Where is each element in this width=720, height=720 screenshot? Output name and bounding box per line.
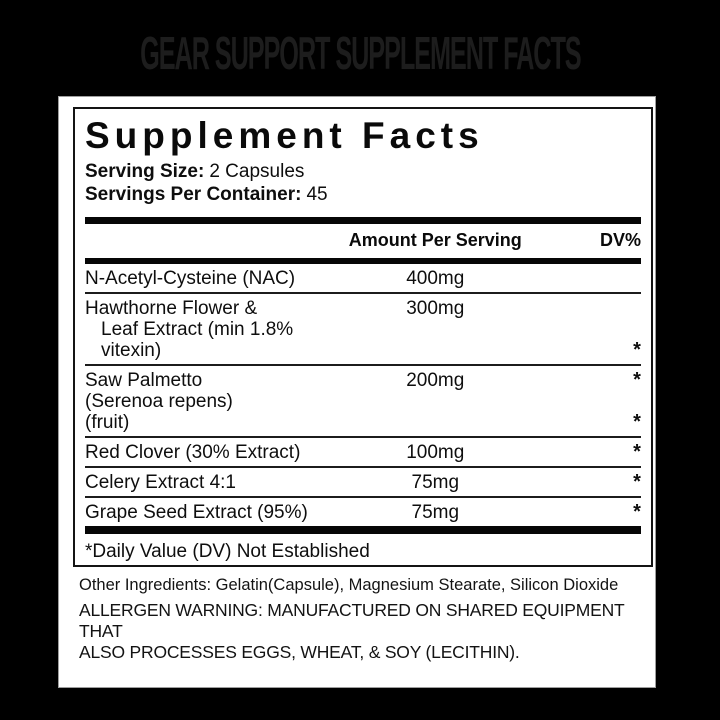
ingredient-table: N-Acetyl-Cysteine (NAC) 400mg Hawthorne Fl… xyxy=(85,264,641,526)
ingredient-row-line: Saw Palmetto 200mg * xyxy=(85,369,641,392)
ingredient-amount: 75mg xyxy=(411,502,460,523)
ingredient-row: Grape Seed Extract (95%) 75mg * xyxy=(85,498,641,526)
ingredient-row-line: Leaf Extract (min 1.8% xyxy=(85,319,641,340)
ingredient-name: Hawthorne Flower & xyxy=(85,298,258,319)
serving-size-line: Serving Size: 2 Capsules xyxy=(85,160,641,183)
ingredient-row-line: Grape Seed Extract (95%) 75mg * xyxy=(85,501,641,524)
allergen-warning-line1: ALLERGEN WARNING: MANUFACTURED ON SHARED… xyxy=(79,600,625,641)
ingredient-amount xyxy=(341,319,530,340)
ingredient-row-line: N-Acetyl-Cysteine (NAC) 400mg xyxy=(85,268,641,289)
serving-size-label: Serving Size: xyxy=(85,161,205,182)
ingredient-name: Leaf Extract (min 1.8% xyxy=(101,319,294,340)
ingredient-row-line: (fruit) * xyxy=(85,411,641,434)
ingredient-row: Hawthorne Flower & 300mg Leaf Extract (min… xyxy=(85,294,641,366)
dv-asterisk-cell: * xyxy=(633,441,641,463)
dv-asterisk-cell: * xyxy=(633,471,641,493)
product-title-banner: GEAR SUPPORT SUPPLEMENT FACTS xyxy=(0,27,720,79)
product-title: GEAR SUPPORT SUPPLEMENT FACTS xyxy=(139,27,582,79)
ingredient-row-line: Hawthorne Flower & 300mg xyxy=(85,298,641,319)
ingredient-amount: 100mg xyxy=(406,442,465,463)
ingredient-amount xyxy=(341,391,530,412)
table-header-row: Amount Per Serving DV% xyxy=(85,224,641,258)
ingredient-row: N-Acetyl-Cysteine (NAC) 400mg xyxy=(85,264,641,294)
dv-asterisk-cell xyxy=(530,298,641,319)
ingredient-row-line: (Serenoa repens) xyxy=(85,391,641,412)
servings-per-container-label: Servings Per Container: xyxy=(85,184,302,205)
ingredient-amount: 200mg xyxy=(406,370,465,391)
allergen-warning-line2: ALSO PROCESSES EGGS, WHEAT, & SOY (LECIT… xyxy=(79,642,520,662)
servings-per-container-line: Servings Per Container: 45 xyxy=(85,183,641,206)
allergen-warning-text: ALLERGEN WARNING: MANUFACTURED ON SHARED… xyxy=(79,600,639,663)
dv-asterisk-cell xyxy=(530,268,641,289)
dv-column-header: DV% xyxy=(599,230,641,250)
ingredient-row-line: vitexin) * xyxy=(85,339,641,362)
divider-bar-header xyxy=(85,258,641,264)
dv-asterisk-cell: * xyxy=(633,339,641,361)
ingredient-name: (Serenoa repens) xyxy=(85,391,233,412)
ingredient-column-spacer xyxy=(85,230,341,251)
dv-asterisk-cell: * xyxy=(633,369,641,391)
serving-info: Serving Size: 2 Capsules Servings Per Con… xyxy=(85,160,641,206)
label-panel: Supplement Facts Serving Size: 2 Capsules… xyxy=(58,96,656,688)
servings-per-container-value: 45 xyxy=(306,184,328,205)
dv-asterisk-cell: * xyxy=(633,411,641,433)
ingredient-name: Celery Extract 4:1 xyxy=(85,472,236,493)
supplement-facts-box: Supplement Facts Serving Size: 2 Capsules… xyxy=(73,107,653,567)
ingredient-amount: 400mg xyxy=(406,268,465,289)
divider-bar-top xyxy=(85,217,641,224)
ingredient-amount xyxy=(341,412,530,433)
ingredient-row: Red Clover (30% Extract) 100mg * xyxy=(85,438,641,468)
ingredient-name: N-Acetyl-Cysteine (NAC) xyxy=(85,268,296,289)
other-ingredients-text: Other Ingredients: Gelatin(Capsule), Mag… xyxy=(79,576,619,594)
serving-size-value: 2 Capsules xyxy=(209,161,305,182)
facts-heading: Supplement Facts xyxy=(85,115,484,156)
ingredient-amount: 300mg xyxy=(406,298,465,319)
ingredient-name: Grape Seed Extract (95%) xyxy=(85,502,308,523)
ingredient-name: Saw Palmetto xyxy=(85,370,203,391)
daily-value-footnote: *Daily Value (DV) Not Established xyxy=(85,541,370,562)
ingredient-name: (fruit) xyxy=(85,412,130,433)
ingredient-row: Saw Palmetto 200mg * (Serenoa repens) (fruit… xyxy=(85,366,641,438)
ingredient-row-line: Celery Extract 4:1 75mg * xyxy=(85,471,641,494)
ingredient-name: vitexin) xyxy=(101,340,162,361)
amount-column-header: Amount Per Serving xyxy=(348,230,522,250)
ingredient-amount xyxy=(341,340,530,361)
ingredient-name: Red Clover (30% Extract) xyxy=(85,442,301,463)
ingredient-row-line: Red Clover (30% Extract) 100mg * xyxy=(85,441,641,464)
dv-asterisk-cell xyxy=(530,391,641,412)
dv-asterisk-cell xyxy=(530,319,641,340)
divider-bar-bottom xyxy=(85,526,641,534)
footer-block: Other Ingredients: Gelatin(Capsule), Mag… xyxy=(79,575,639,663)
dv-asterisk-cell: * xyxy=(633,501,641,523)
ingredient-amount: 75mg xyxy=(411,472,460,493)
ingredient-row: Celery Extract 4:1 75mg * xyxy=(85,468,641,498)
